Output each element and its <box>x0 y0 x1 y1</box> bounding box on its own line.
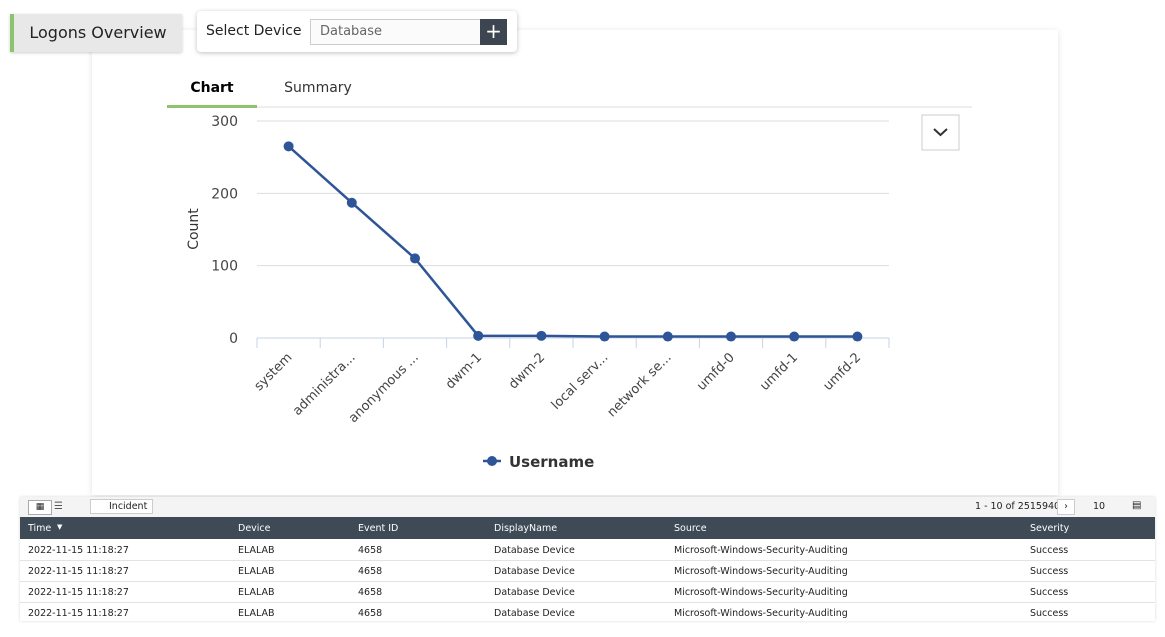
column-header: Event ID <box>358 523 399 534</box>
table-cell: Success <box>1030 566 1069 577</box>
table-cell: Database Device <box>494 566 575 577</box>
title-button[interactable]: Logons Overview <box>10 14 182 52</box>
chart: Chart Summary Count 0 100 200 300 systemadmi… <box>167 80 972 471</box>
x-tick-label: administra... <box>290 350 359 419</box>
table-cell: 2022-11-15 11:18:27 <box>28 608 129 619</box>
table-cell: Success <box>1030 545 1069 556</box>
dropdown-button[interactable] <box>921 114 960 151</box>
table-cell: Database Device <box>494 608 575 619</box>
data-line <box>287 145 858 338</box>
y-axis-label: Count <box>186 208 202 250</box>
data-point <box>599 331 610 342</box>
data-point <box>536 330 547 341</box>
data-point <box>346 197 357 208</box>
legend-marker <box>487 456 497 466</box>
x-tick-label: network se... <box>605 350 675 420</box>
grid-view-icon[interactable]: ▦ <box>28 500 52 515</box>
page-size[interactable]: 10 <box>1093 501 1106 512</box>
table-cell: 4658 <box>358 545 383 556</box>
legend-label: Username <box>509 453 594 471</box>
column-header: DisplayName <box>494 523 558 534</box>
tab[interactable]: Summary <box>284 80 352 96</box>
table-cell: 4658 <box>358 608 383 619</box>
column-settings[interactable]: ▤ <box>1132 500 1142 511</box>
table-row <box>20 603 1155 621</box>
device-input[interactable]: Database <box>310 19 489 45</box>
table-cell: ELALAB <box>238 608 275 619</box>
column-header: Source <box>674 523 707 534</box>
table-cell: ELALAB <box>238 566 275 577</box>
column-header: Device <box>238 523 271 534</box>
x-tick-label: umfd-2 <box>821 350 865 394</box>
table-cell: Database Device <box>494 545 575 556</box>
data-point <box>662 331 673 342</box>
table-row <box>20 540 1155 561</box>
table-row <box>20 582 1155 603</box>
x-tick-label: dwm-1 <box>443 350 485 392</box>
column-header[interactable]: Time <box>28 523 52 534</box>
header-row <box>20 517 1155 539</box>
list-view-icon[interactable]: ☰ <box>54 501 63 512</box>
sort-icon: ▼ <box>57 523 63 531</box>
y-tick-label: 0 <box>229 331 238 347</box>
table-cell: Database Device <box>494 587 575 598</box>
chevron-icon <box>933 128 948 137</box>
data-point <box>473 330 484 341</box>
table-cell: ELALAB <box>238 545 275 556</box>
tab-indicator <box>167 105 257 108</box>
data-point <box>726 331 736 342</box>
x-tick-label: umfd-0 <box>694 350 738 394</box>
y-tick-label: 200 <box>211 186 238 202</box>
tab[interactable]: Chart <box>190 80 234 96</box>
y-tick-label: 100 <box>211 259 238 275</box>
table-cell: Microsoft-Windows-Security-Auditing <box>674 545 848 556</box>
table-cell: 2022-11-15 11:18:27 <box>28 545 129 556</box>
pagination: 1 - 10 of 2515940 <box>975 501 1061 512</box>
table-cell: 4658 <box>358 566 383 577</box>
column-header: Severity <box>1030 523 1070 534</box>
x-tick-label: local serv... <box>549 350 612 413</box>
filter-button[interactable]: Incident <box>90 499 154 514</box>
next-button[interactable]: › <box>1057 499 1075 515</box>
table-cell: Microsoft-Windows-Security-Auditing <box>674 587 848 598</box>
add-button[interactable]: + <box>480 19 507 45</box>
device-selector: Select Device Database + <box>197 11 517 52</box>
table-row <box>20 561 1155 582</box>
x-tick-label: dwm-2 <box>506 350 548 392</box>
table-cell: Success <box>1030 608 1069 619</box>
table-cell: 2022-11-15 11:18:27 <box>28 566 129 577</box>
table-cell: 4658 <box>358 587 383 598</box>
table-cell: Microsoft-Windows-Security-Auditing <box>674 608 848 619</box>
x-tick-label: system <box>252 350 296 394</box>
event-table: ▦ ☰ Incident 1 - 10 of 2515940 › 10 ▤ Time Devic… <box>20 497 1155 621</box>
data-point <box>789 331 800 342</box>
table-cell: Microsoft-Windows-Security-Auditing <box>674 566 848 577</box>
device-label: Select Device <box>206 23 302 39</box>
y-tick-label: 300 <box>211 114 238 130</box>
data-point <box>283 141 294 152</box>
data-point <box>852 331 863 342</box>
data-point <box>410 253 420 264</box>
table-cell: Success <box>1030 587 1069 598</box>
table-cell: 2022-11-15 11:18:27 <box>28 587 129 598</box>
table-cell: ELALAB <box>238 587 275 598</box>
x-tick-label: umfd-1 <box>757 350 801 394</box>
